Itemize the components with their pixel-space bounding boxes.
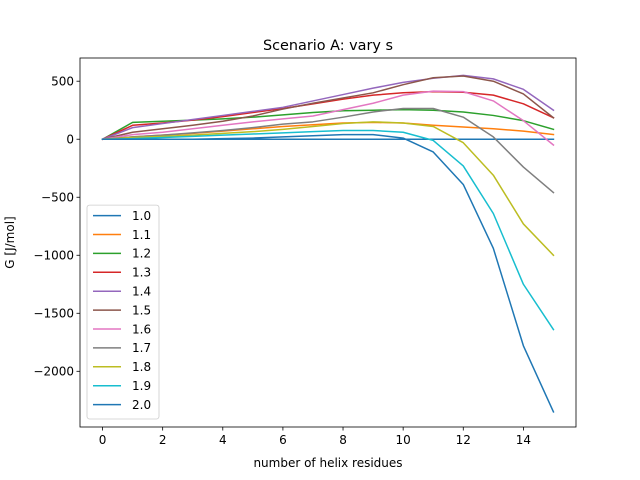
legend-label-1.8: 1.8 <box>132 360 151 374</box>
y-tick-label: 0 <box>66 133 74 147</box>
legend-label-1.0: 1.0 <box>132 209 151 223</box>
series-line-1.8 <box>101 121 555 257</box>
y-tick-label: −500 <box>41 191 74 205</box>
legend-label-1.9: 1.9 <box>132 379 151 393</box>
x-axis-ticks: 0 2 4 6 8 10 12 14 <box>99 427 531 447</box>
series-line-1.6 <box>101 90 555 147</box>
legend-label-1.2: 1.2 <box>132 247 151 261</box>
x-tick-label: 6 <box>279 433 287 447</box>
series-line-1.7 <box>101 107 555 194</box>
x-tick-label: 14 <box>516 433 531 447</box>
legend-label-1.6: 1.6 <box>132 322 151 336</box>
y-axis-ticks: 500 0 −500 −1000 −1500 −2000 <box>33 75 80 379</box>
series-line-1.4 <box>101 74 555 141</box>
x-tick-label: 4 <box>219 433 227 447</box>
x-tick-label: 8 <box>339 433 347 447</box>
legend-label-1.7: 1.7 <box>132 341 151 355</box>
series-line-1.2 <box>101 108 555 141</box>
y-axis-label: G [J/mol] <box>3 216 17 268</box>
legend-label-1.1: 1.1 <box>132 228 151 242</box>
legend: 1.0 1.1 1.2 1.3 1.4 1.5 1.6 1.7 1.8 1.9 2.0 <box>86 204 160 420</box>
chart-title: Scenario A: vary s <box>263 38 393 54</box>
x-tick-label: 12 <box>456 433 471 447</box>
legend-label-1.5: 1.5 <box>132 303 151 317</box>
y-tick-label: −1000 <box>33 249 74 263</box>
y-tick-label: −2000 <box>33 365 74 379</box>
plot-lines <box>101 74 555 413</box>
x-tick-label: 10 <box>396 433 411 447</box>
legend-label-1.3: 1.3 <box>132 266 151 280</box>
x-tick-label: 0 <box>99 433 107 447</box>
series-line-1.5 <box>101 75 555 141</box>
legend-label-1.4: 1.4 <box>132 285 151 299</box>
axes-frame <box>79 57 577 428</box>
series-line-1.9 <box>101 129 555 331</box>
legend-box <box>86 204 160 420</box>
series-line-2.0 <box>101 133 555 413</box>
legend-label-2.0: 2.0 <box>132 398 151 412</box>
y-tick-label: −1500 <box>33 307 74 321</box>
x-tick-label: 2 <box>159 433 167 447</box>
x-axis-label: number of helix residues <box>253 456 402 470</box>
y-tick-label: 500 <box>51 75 74 89</box>
